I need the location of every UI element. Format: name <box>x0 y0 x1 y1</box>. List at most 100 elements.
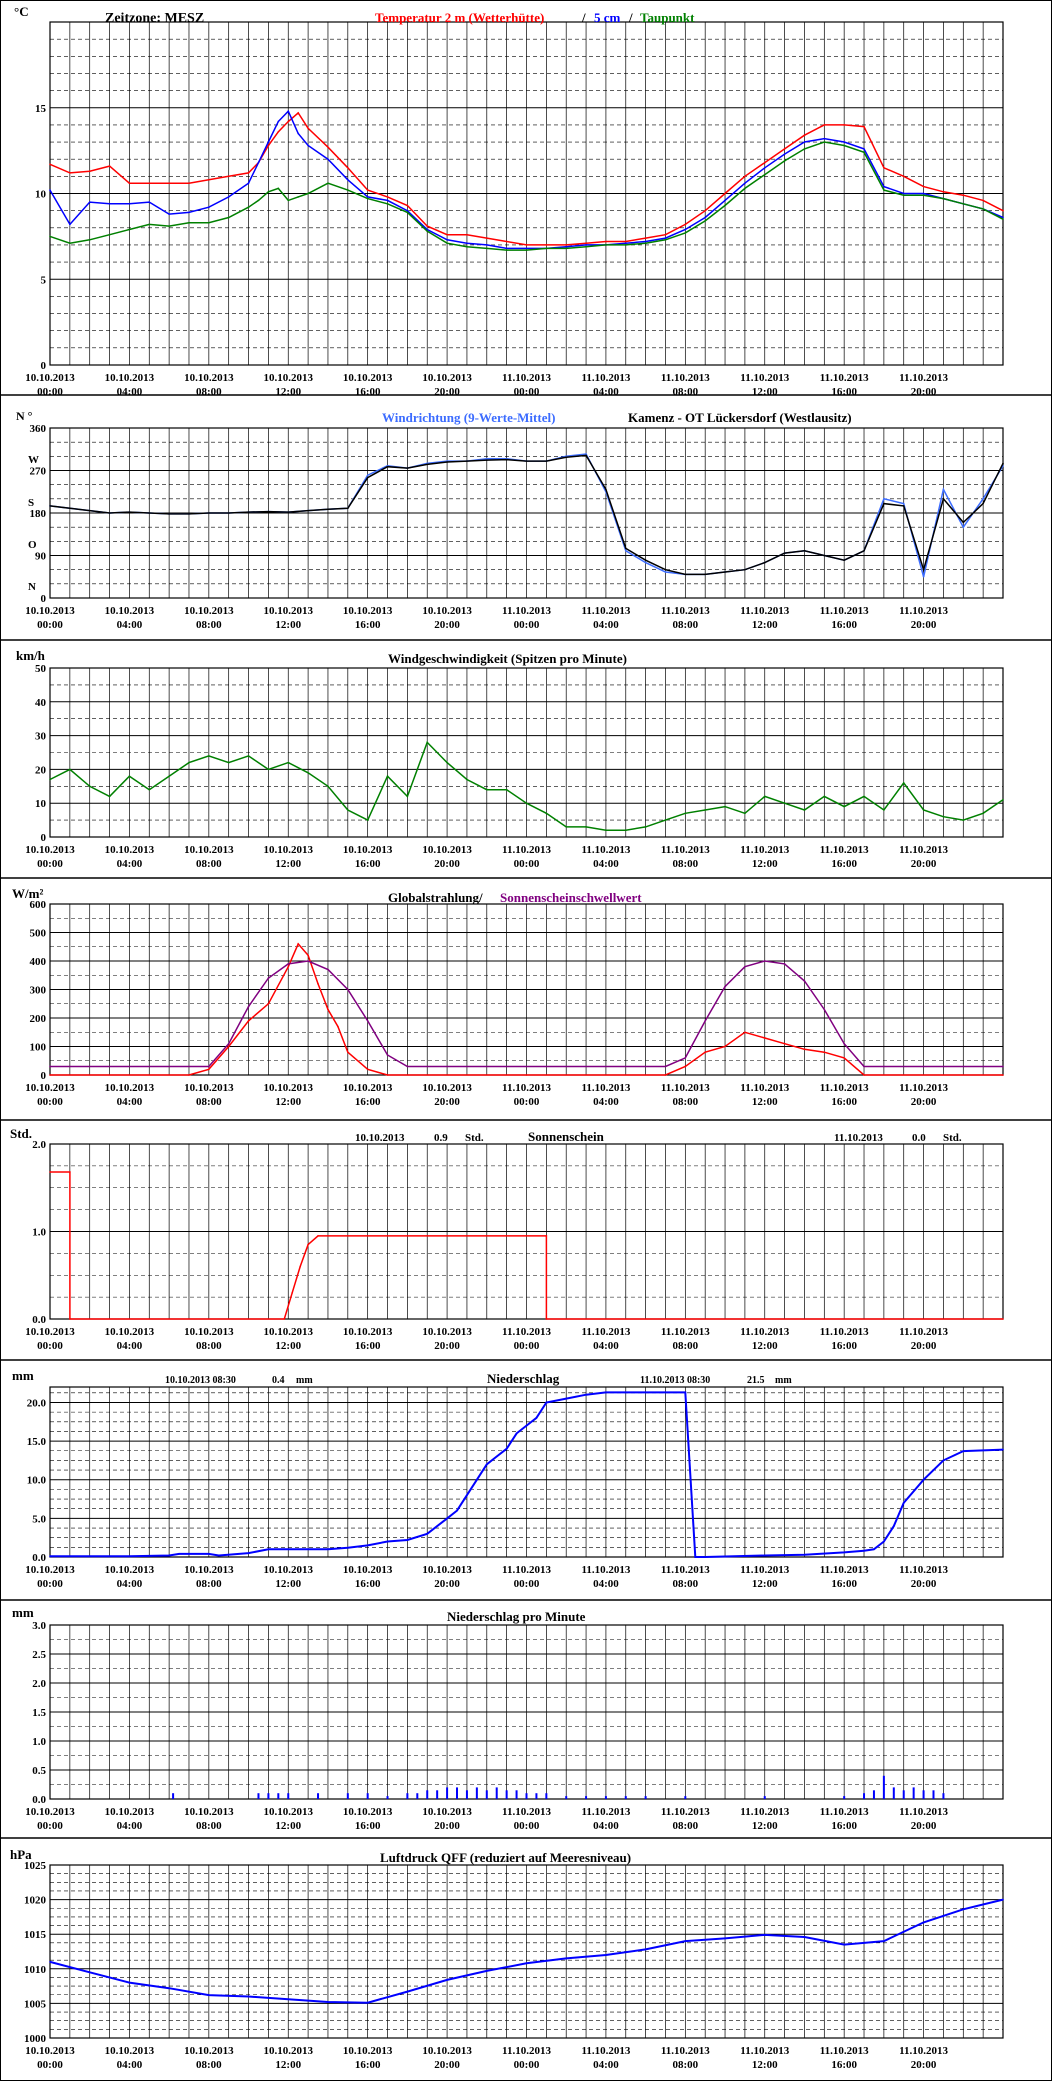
x-tick-date: 10.10.2013 <box>25 2045 75 2057</box>
data-point <box>565 244 568 246</box>
x-tick-time: 12:00 <box>752 1820 778 1832</box>
data-point <box>704 216 706 219</box>
y-tick-label: 100 <box>30 1042 47 1054</box>
plot-frame <box>49 21 1004 366</box>
x-tick-time: 12:00 <box>275 619 301 631</box>
x-tick-time: 12:00 <box>752 1578 778 1590</box>
title-sep: / <box>628 10 633 25</box>
data-point <box>386 196 389 198</box>
data-point <box>485 244 488 246</box>
data-point <box>1002 799 1004 801</box>
x-tick-date: 11.10.2013 <box>820 1326 869 1338</box>
x-tick-date: 10.10.2013 <box>422 2045 472 2057</box>
data-point <box>823 1008 826 1011</box>
data-point <box>565 456 568 459</box>
data-point <box>1002 1074 1004 1076</box>
x-tick-time: 08:00 <box>196 1340 222 1352</box>
data-point <box>208 178 210 181</box>
data-point <box>283 1318 286 1320</box>
data-point <box>247 511 250 513</box>
y-tick-label: 360 <box>30 423 47 435</box>
data-point <box>69 768 71 771</box>
x-tick-time: 04:00 <box>117 1340 143 1352</box>
y-tick-label: 30 <box>35 731 47 743</box>
sunshine-day2-unit: Std. <box>943 1132 962 1144</box>
x-tick-date: 11.10.2013 <box>899 1082 948 1094</box>
x-tick-date: 11.10.2013 <box>899 1806 948 1818</box>
data-point <box>883 1540 885 1543</box>
data-point <box>49 189 51 191</box>
x-tick-date: 11.10.2013 <box>740 1806 789 1818</box>
data-point <box>883 498 885 500</box>
x-tick-time: 00:00 <box>37 386 63 398</box>
data-point <box>863 148 865 150</box>
data-point <box>128 775 131 777</box>
data-point <box>69 242 71 245</box>
data-point <box>763 173 766 176</box>
x-tick-time: 00:00 <box>514 1820 540 1832</box>
precip-day1-unit: mm <box>296 1375 313 1386</box>
data-point <box>535 1417 538 1419</box>
data-point <box>128 228 131 231</box>
data-point <box>406 1539 409 1541</box>
x-tick-date: 11.10.2013 <box>502 372 551 384</box>
x-tick-date: 11.10.2013 <box>740 844 789 856</box>
data-point <box>704 209 706 212</box>
x-tick-date: 10.10.2013 <box>25 844 75 856</box>
data-point <box>724 1937 726 1940</box>
data-point <box>366 197 369 200</box>
data-point <box>922 194 925 197</box>
data-point <box>168 775 170 777</box>
y-tick-label: 5.0 <box>32 1513 46 1525</box>
x-tick-date: 11.10.2013 <box>740 1564 789 1576</box>
data-point <box>704 809 706 811</box>
data-point <box>724 192 726 195</box>
unit-label: mm <box>12 1368 34 1383</box>
sunshine-day1-value: 0.9 <box>434 1132 448 1144</box>
x-tick-date: 10.10.2013 <box>264 844 314 856</box>
x-tick-date: 11.10.2013 <box>899 1564 948 1576</box>
data-point <box>922 192 925 195</box>
unit-label: Std. <box>10 1126 32 1141</box>
data-point <box>883 1065 885 1068</box>
y-tick-label: 1.0 <box>32 1227 46 1239</box>
data-point <box>317 983 319 985</box>
x-tick-date: 10.10.2013 <box>343 844 393 856</box>
unit-label: hPa <box>10 1847 32 1862</box>
data-point <box>307 954 309 957</box>
x-tick-time: 16:00 <box>831 1096 857 1108</box>
data-point <box>317 1235 319 1237</box>
data-point <box>982 208 984 210</box>
x-tick-time: 04:00 <box>117 386 143 398</box>
data-point <box>843 1057 845 1059</box>
x-tick-date: 11.10.2013 <box>661 1326 710 1338</box>
data-point <box>227 216 230 219</box>
data-point <box>565 1397 568 1400</box>
title-threshold: Sonnenscheinschwellwert <box>500 890 642 905</box>
x-tick-date: 11.10.2013 <box>581 1564 630 1576</box>
direction-letter: N <box>28 581 36 593</box>
y-tick-label: 15 <box>35 103 47 115</box>
x-tick-date: 10.10.2013 <box>422 1806 472 1818</box>
x-tick-time: 08:00 <box>672 858 698 870</box>
data-point <box>227 512 230 514</box>
data-point <box>684 223 687 226</box>
data-point <box>148 223 151 226</box>
x-tick-time: 04:00 <box>593 1820 619 1832</box>
x-tick-date: 11.10.2013 <box>820 844 869 856</box>
data-point <box>922 575 925 578</box>
x-tick-date: 10.10.2013 <box>25 1806 75 1818</box>
data-point <box>88 201 91 203</box>
sunshine-panel: 0.0 1.0 2.0 10.10.2013 00:00 10.10.2013 04:00 1… <box>25 1139 1004 1352</box>
data-point <box>744 182 746 185</box>
data-point <box>783 148 786 150</box>
x-tick-time: 08:00 <box>672 1578 698 1590</box>
x-tick-time: 20:00 <box>911 386 937 398</box>
x-tick-time: 04:00 <box>593 858 619 870</box>
data-point <box>694 1556 697 1558</box>
data-point <box>684 1940 687 1942</box>
data-point <box>902 505 905 507</box>
x-tick-time: 04:00 <box>117 619 143 631</box>
data-point <box>108 795 111 798</box>
data-point <box>208 206 210 209</box>
